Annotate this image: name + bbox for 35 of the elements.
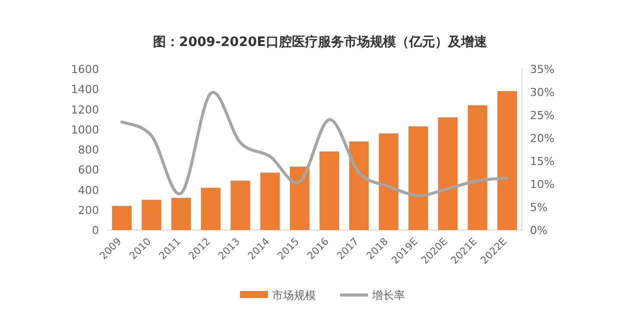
y2-tick-label: 30%: [530, 86, 554, 99]
y-tick-label: 1600: [71, 63, 99, 76]
bar: [320, 152, 340, 230]
y-tick-label: 600: [78, 164, 99, 177]
y2-tick-label: 10%: [530, 178, 554, 191]
bar: [200, 188, 221, 230]
bar: [230, 180, 250, 230]
bar: [290, 166, 310, 230]
bar: [497, 91, 517, 230]
bar: [438, 117, 458, 230]
chart-title: 图：2009-2020E口腔医疗服务市场规模（亿元）及增速: [153, 34, 488, 50]
y2-tick-label: 5%: [530, 201, 548, 214]
y2-tick-label: 25%: [530, 109, 554, 122]
legend-label: 市场规模: [272, 289, 316, 302]
y2-tick-label: 35%: [530, 63, 554, 76]
line-series: [120, 92, 509, 197]
bar: [142, 200, 162, 230]
bar: [468, 105, 488, 230]
bar: [378, 133, 398, 230]
y2-tick-label: 15%: [530, 155, 554, 168]
y-tick-label: 1400: [71, 83, 99, 96]
bar: [260, 172, 280, 230]
y2-tick-label: 0%: [530, 224, 548, 237]
y-tick-label: 800: [78, 144, 99, 156]
y-tick-label: 200: [78, 204, 99, 217]
y-tick-label: 1200: [71, 103, 99, 116]
bar: [349, 141, 369, 230]
bar: [408, 126, 428, 230]
y-tick-label: 400: [78, 184, 99, 197]
y2-tick-label: 20%: [530, 132, 554, 145]
bar: [171, 198, 191, 230]
legend-label: 增长率: [371, 289, 405, 302]
y-tick-label: 0: [92, 224, 99, 237]
y-tick-label: 1000: [71, 123, 99, 136]
bar: [112, 206, 132, 230]
